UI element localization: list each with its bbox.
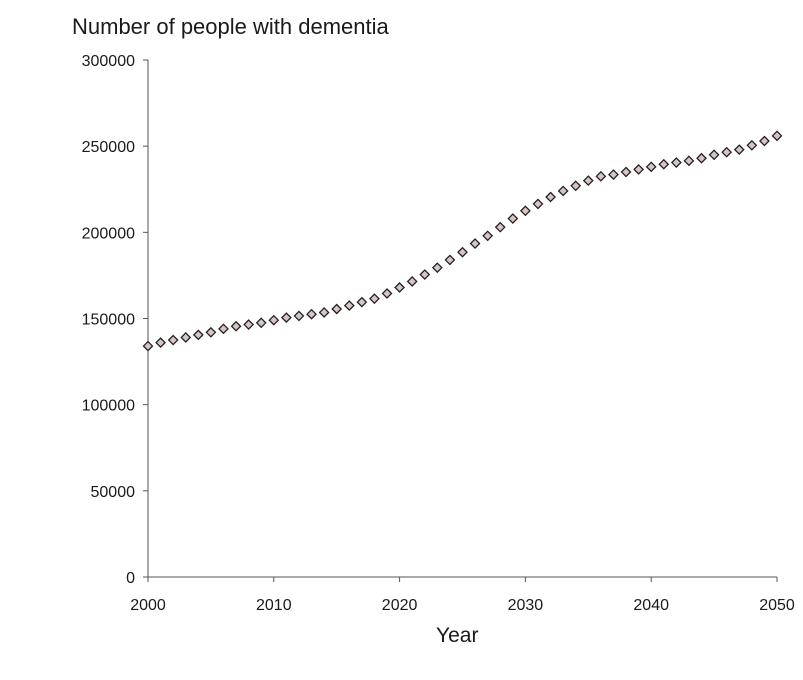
data-point bbox=[356, 296, 368, 308]
data-point bbox=[570, 180, 582, 192]
data-point bbox=[545, 191, 556, 203]
data-point bbox=[180, 332, 192, 343]
data-point bbox=[595, 170, 607, 182]
data-point bbox=[469, 238, 481, 249]
data-point bbox=[507, 213, 519, 224]
data-point bbox=[683, 155, 695, 167]
data-point bbox=[318, 307, 330, 318]
data-point bbox=[306, 308, 317, 320]
y-tick-label: 250000 bbox=[82, 139, 135, 156]
data-point bbox=[557, 185, 569, 197]
data-point bbox=[532, 198, 544, 210]
y-tick-label: 0 bbox=[126, 570, 135, 587]
data-point bbox=[708, 149, 720, 161]
data-point bbox=[658, 158, 670, 170]
data-point bbox=[519, 205, 531, 217]
data-point bbox=[142, 340, 154, 352]
y-tick-label: 50000 bbox=[91, 484, 136, 501]
data-point bbox=[268, 314, 280, 326]
data-point bbox=[670, 157, 682, 168]
data-point bbox=[431, 262, 443, 274]
data-point bbox=[218, 323, 229, 335]
data-point bbox=[331, 303, 343, 315]
x-tick-label: 2020 bbox=[382, 597, 418, 614]
x-axis-title: Year bbox=[436, 624, 479, 647]
data-point bbox=[406, 276, 418, 287]
data-point bbox=[645, 161, 657, 173]
data-point bbox=[230, 320, 242, 332]
data-point bbox=[582, 175, 594, 187]
data-point bbox=[771, 130, 783, 142]
data-point bbox=[205, 326, 217, 338]
data-point bbox=[369, 293, 380, 305]
data-point bbox=[394, 282, 406, 293]
data-point bbox=[633, 164, 645, 175]
data-point bbox=[457, 246, 468, 258]
data-point bbox=[494, 221, 506, 233]
x-tick-label: 2030 bbox=[508, 597, 544, 614]
data-points bbox=[142, 130, 783, 352]
data-point bbox=[482, 230, 494, 242]
x-tick-label: 2040 bbox=[633, 597, 669, 614]
data-point bbox=[759, 135, 770, 147]
data-point bbox=[620, 166, 632, 178]
data-point bbox=[155, 337, 166, 349]
data-point bbox=[255, 317, 267, 329]
data-point bbox=[293, 310, 305, 322]
y-tick-label: 200000 bbox=[82, 225, 135, 242]
x-tick-label: 2000 bbox=[130, 597, 166, 614]
axes bbox=[147, 60, 777, 578]
ticks: 0 50000 100000 150000 200000 250000 300000 2000… bbox=[82, 53, 795, 614]
data-point bbox=[696, 152, 707, 164]
data-point bbox=[733, 144, 745, 156]
data-point bbox=[192, 329, 204, 341]
y-tick-label: 100000 bbox=[82, 398, 135, 415]
y-tick-label: 300000 bbox=[82, 53, 135, 70]
data-point bbox=[280, 312, 292, 324]
data-point bbox=[721, 146, 733, 158]
x-tick-label: 2050 bbox=[759, 597, 795, 614]
data-point bbox=[608, 169, 619, 181]
data-point bbox=[444, 254, 456, 266]
data-point bbox=[167, 334, 179, 346]
data-point bbox=[746, 139, 758, 151]
data-point bbox=[343, 300, 355, 311]
data-point bbox=[243, 319, 255, 330]
data-point bbox=[381, 288, 393, 299]
data-point bbox=[419, 269, 431, 280]
x-tick-label: 2010 bbox=[256, 597, 292, 614]
y-tick-label: 150000 bbox=[82, 312, 135, 329]
y-axis-title: Number of people with dementia bbox=[72, 14, 389, 39]
